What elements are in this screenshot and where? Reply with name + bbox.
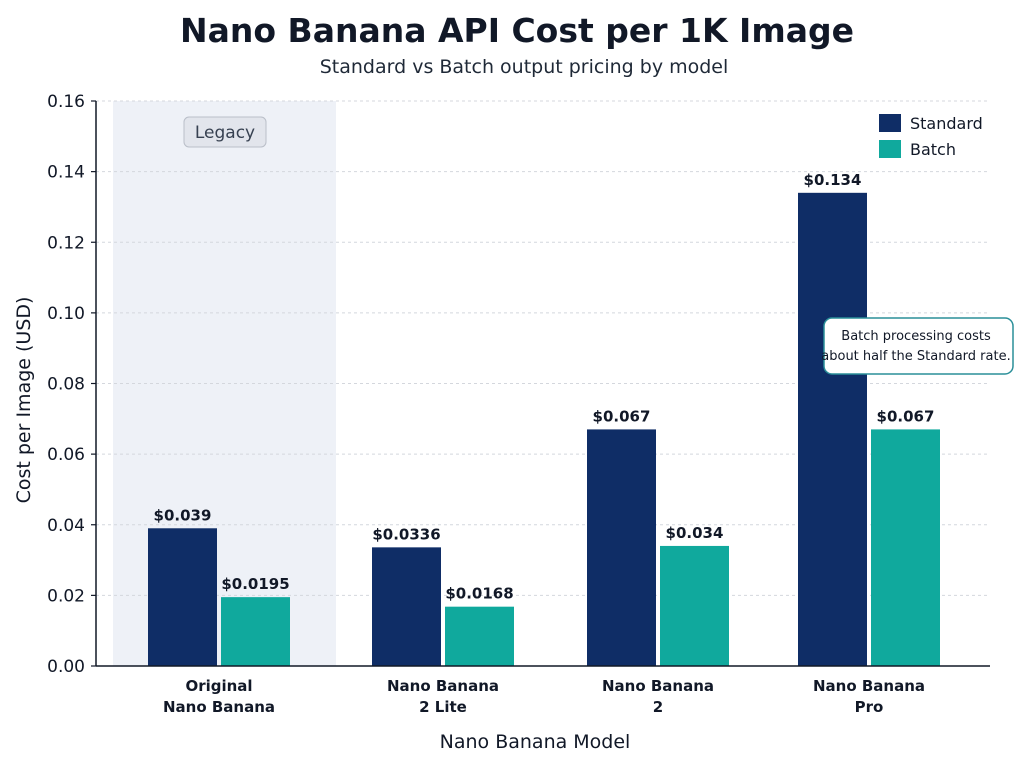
value-label-batch-2: $0.034 bbox=[666, 524, 724, 542]
value-label-standard-0: $0.039 bbox=[154, 506, 212, 524]
category-label-2-1: 2 bbox=[653, 698, 663, 716]
category-label-1-1: 2 Lite bbox=[419, 698, 467, 716]
chart-title: Nano Banana API Cost per 1K Image bbox=[180, 11, 854, 50]
y-axis-label: Cost per Image (USD) bbox=[13, 297, 35, 504]
y-tick-label: 0.06 bbox=[47, 445, 85, 465]
y-tick-label: 0.10 bbox=[47, 304, 85, 324]
y-tick-label: 0.14 bbox=[47, 163, 85, 183]
y-tick-label: 0.08 bbox=[47, 375, 85, 395]
value-label-standard-3: $0.134 bbox=[804, 171, 862, 189]
legacy-badge bbox=[183, 116, 267, 148]
bar-batch-1 bbox=[445, 606, 514, 666]
note-line-2: about half the Standard rate. bbox=[821, 349, 1010, 364]
chart-subtitle: Standard vs Batch output pricing by mode… bbox=[320, 56, 729, 78]
bar-standard-0 bbox=[148, 528, 217, 666]
y-tick-label: 0.12 bbox=[47, 233, 85, 253]
bar-standard-1 bbox=[372, 547, 441, 666]
legend-swatch-standard bbox=[879, 114, 901, 132]
y-tick-label: 0.16 bbox=[47, 92, 85, 112]
note-line-1: Batch processing costs bbox=[841, 329, 991, 344]
category-label-0-0: Original bbox=[185, 677, 252, 695]
value-label-batch-1: $0.0168 bbox=[445, 585, 513, 603]
value-label-standard-1: $0.0336 bbox=[372, 525, 440, 543]
legend-label-batch: Batch bbox=[910, 140, 956, 159]
bar-standard-3 bbox=[798, 192, 867, 666]
bar-batch-2 bbox=[660, 545, 729, 666]
legend-swatch-batch bbox=[879, 140, 901, 158]
legend: Standard Batch bbox=[879, 114, 983, 159]
bar-standard-2 bbox=[587, 429, 656, 666]
bar-batch-3 bbox=[871, 429, 940, 666]
category-label-3-1: Pro bbox=[855, 698, 884, 716]
category-label-0-1: Nano Banana bbox=[163, 698, 275, 716]
batch-note: Batch processing costs about half the St… bbox=[821, 317, 1014, 375]
value-label-batch-3: $0.067 bbox=[877, 407, 935, 425]
note-box bbox=[823, 317, 1014, 375]
bar-batch-0 bbox=[221, 597, 290, 666]
y-tick-label: 0.02 bbox=[47, 586, 85, 606]
category-label-3-0: Nano Banana bbox=[813, 677, 925, 695]
y-tick-label: 0.00 bbox=[47, 657, 85, 677]
category-label-1-0: Nano Banana bbox=[387, 677, 499, 695]
category-label-2-0: Nano Banana bbox=[602, 677, 714, 695]
value-label-standard-2: $0.067 bbox=[593, 407, 651, 425]
x-axis-label: Nano Banana Model bbox=[440, 731, 631, 753]
legacy-badge-label: Legacy bbox=[195, 123, 255, 143]
legend-label-standard: Standard bbox=[910, 114, 983, 133]
value-label-batch-0: $0.0195 bbox=[221, 575, 289, 593]
y-tick-label: 0.04 bbox=[47, 516, 85, 536]
